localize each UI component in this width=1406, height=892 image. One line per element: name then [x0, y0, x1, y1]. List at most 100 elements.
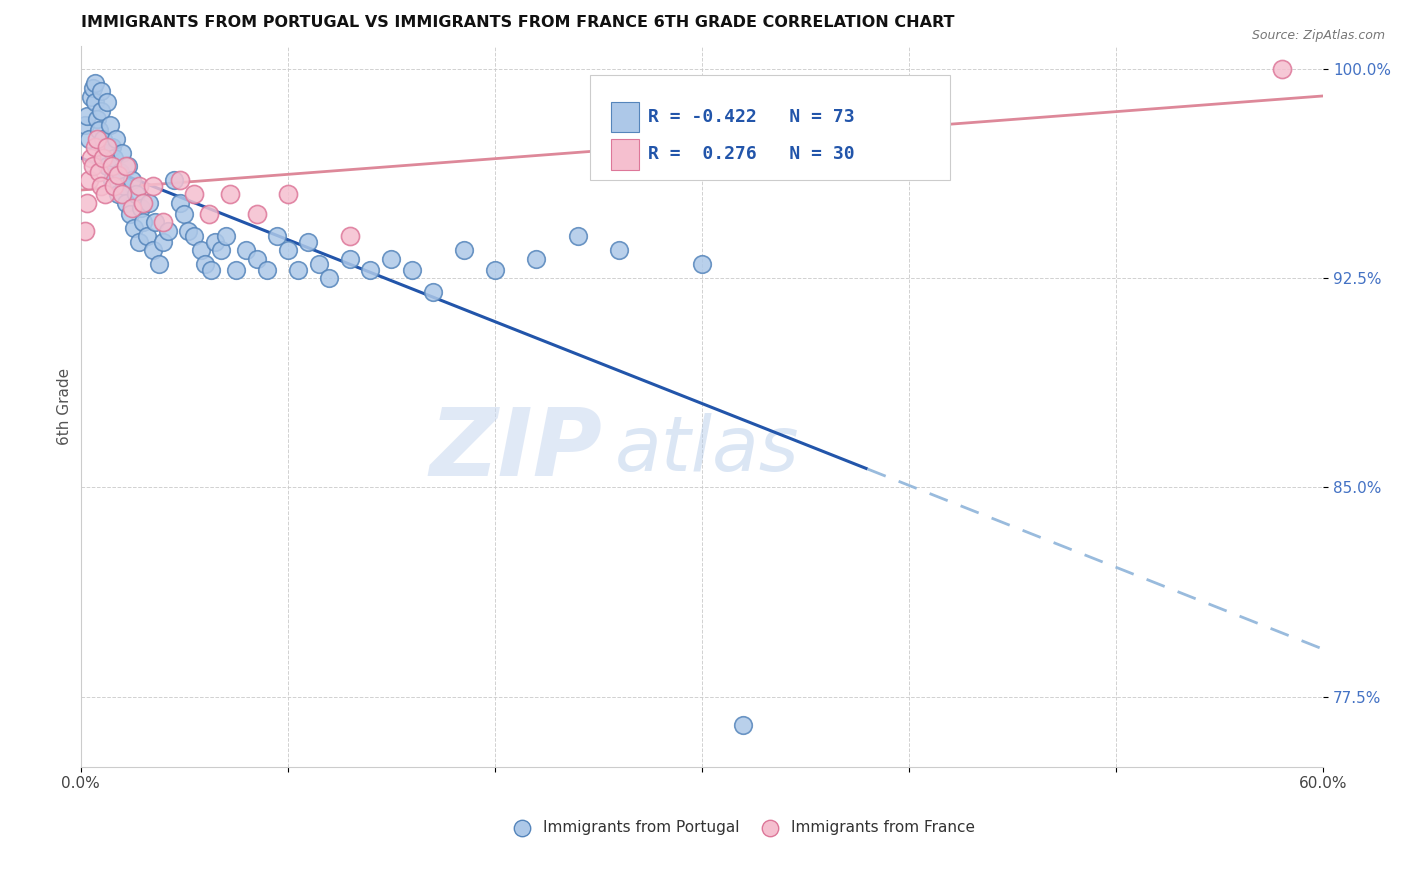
Point	[339, 229, 361, 244]
Point	[128, 235, 150, 249]
Point	[401, 262, 423, 277]
Point	[524, 252, 547, 266]
Point	[138, 195, 160, 210]
Point	[89, 123, 111, 137]
Point	[104, 131, 127, 145]
Point	[209, 243, 232, 257]
Point	[90, 103, 112, 118]
FancyBboxPatch shape	[591, 75, 950, 179]
Point	[76, 109, 98, 123]
Text: R = -0.422   N = 73: R = -0.422 N = 73	[648, 108, 855, 126]
Point	[177, 224, 200, 238]
Point	[86, 112, 108, 126]
Point	[380, 252, 402, 266]
Point	[84, 140, 107, 154]
Point	[277, 243, 299, 257]
Text: Immigrants from France: Immigrants from France	[792, 821, 976, 835]
Point	[143, 215, 166, 229]
Point	[235, 243, 257, 257]
Point	[129, 202, 152, 216]
Y-axis label: 6th Grade: 6th Grade	[58, 368, 72, 445]
Point	[89, 165, 111, 179]
Point	[287, 262, 309, 277]
Point	[77, 173, 100, 187]
Point	[90, 84, 112, 98]
Point	[73, 118, 96, 132]
Point	[152, 235, 174, 249]
Point	[131, 215, 153, 229]
Point	[156, 224, 179, 238]
Point	[218, 187, 240, 202]
Point	[84, 95, 107, 110]
Point	[94, 187, 117, 202]
Point	[484, 262, 506, 277]
Point	[77, 131, 100, 145]
Point	[111, 145, 134, 160]
Point	[121, 173, 143, 187]
Point	[91, 131, 114, 145]
Point	[453, 243, 475, 257]
Point	[103, 179, 125, 194]
Point	[339, 252, 361, 266]
Point	[190, 243, 212, 257]
Point	[128, 179, 150, 194]
Text: IMMIGRANTS FROM PORTUGAL VS IMMIGRANTS FROM FRANCE 6TH GRADE CORRELATION CHART: IMMIGRANTS FROM PORTUGAL VS IMMIGRANTS F…	[80, 15, 955, 30]
Point	[148, 257, 170, 271]
Point	[245, 252, 267, 266]
Point	[73, 224, 96, 238]
Text: R =  0.276   N = 30: R = 0.276 N = 30	[648, 145, 855, 163]
Text: Source: ZipAtlas.com: Source: ZipAtlas.com	[1251, 29, 1385, 42]
Point	[152, 215, 174, 229]
Point	[200, 262, 222, 277]
Point	[422, 285, 444, 299]
Point	[103, 151, 125, 165]
Point	[100, 140, 122, 154]
Point	[169, 195, 191, 210]
Point	[117, 160, 139, 174]
Point	[84, 76, 107, 90]
Point	[91, 151, 114, 165]
Point	[318, 271, 340, 285]
Point	[100, 160, 122, 174]
Point	[86, 131, 108, 145]
Text: Immigrants from Portugal: Immigrants from Portugal	[543, 821, 740, 835]
Point	[90, 179, 112, 194]
Point	[607, 243, 630, 257]
Point	[297, 235, 319, 249]
Point	[169, 173, 191, 187]
Point	[183, 187, 205, 202]
Point	[98, 118, 121, 132]
Point	[204, 235, 226, 249]
Point	[277, 187, 299, 202]
Point	[112, 179, 135, 194]
Point	[142, 179, 165, 194]
Point	[131, 195, 153, 210]
Point	[80, 151, 103, 165]
Point	[183, 229, 205, 244]
Point	[733, 717, 755, 731]
Point	[308, 257, 330, 271]
Point	[111, 187, 134, 202]
Point	[94, 145, 117, 160]
Point	[173, 207, 195, 221]
Point	[108, 165, 131, 179]
Point	[120, 207, 142, 221]
Point	[214, 229, 236, 244]
Point	[96, 140, 118, 154]
Point	[115, 195, 138, 210]
FancyBboxPatch shape	[612, 102, 638, 132]
Point	[360, 262, 382, 277]
Point	[567, 229, 589, 244]
Point	[76, 195, 98, 210]
Point	[96, 95, 118, 110]
Text: atlas: atlas	[614, 413, 800, 487]
Point	[121, 202, 143, 216]
Point	[690, 257, 713, 271]
Point	[124, 220, 146, 235]
Point	[245, 207, 267, 221]
Point	[142, 243, 165, 257]
Point	[107, 168, 129, 182]
Point	[82, 160, 104, 174]
Text: ZIP: ZIP	[430, 404, 603, 496]
Point	[82, 81, 104, 95]
